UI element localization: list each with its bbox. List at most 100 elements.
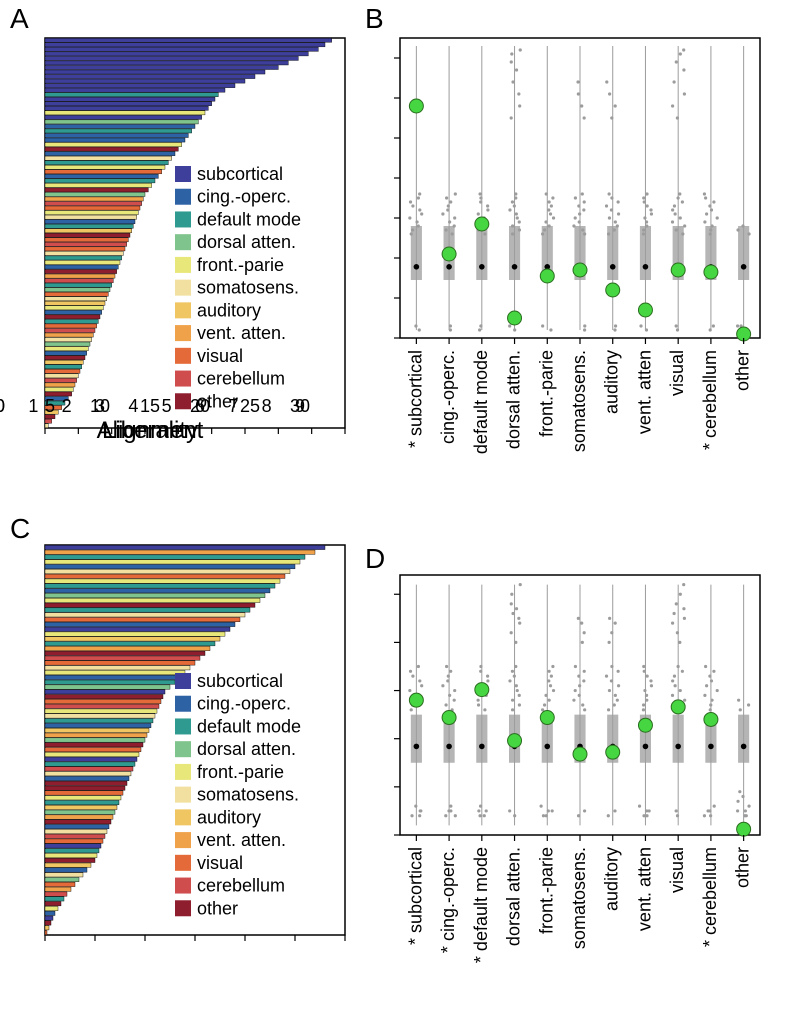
category-label: visual [667, 350, 687, 396]
scatter-dot [515, 607, 518, 610]
region-bar [45, 88, 225, 92]
xtick-label: 30 [290, 396, 310, 416]
region-bar [45, 747, 141, 751]
scatter-dot [547, 679, 550, 682]
scatter-dot [479, 670, 482, 673]
region-bar [45, 593, 265, 597]
region-bar [45, 43, 325, 47]
scatter-dot [608, 216, 611, 219]
region-bar [45, 93, 218, 97]
scatter-dot [446, 679, 449, 682]
region-bar [45, 699, 161, 703]
scatter-dot [643, 670, 646, 673]
scatter-dot [610, 208, 613, 211]
scatter-dot [479, 805, 482, 808]
scatter-dot [447, 675, 450, 678]
scatter-dot [420, 684, 423, 687]
legend-swatch [175, 280, 191, 296]
scatter-dot [518, 228, 521, 231]
scatter-dot [417, 196, 420, 199]
highlight-dot [638, 303, 652, 317]
scatter-dot [605, 675, 608, 678]
scatter-dot [674, 684, 677, 687]
legend-swatch [175, 371, 191, 387]
region-bar [45, 97, 215, 101]
category-label: front.-parie [536, 847, 556, 934]
scatter-dot [673, 675, 676, 678]
scatter-dot [703, 220, 706, 223]
scatter-dot [645, 220, 648, 223]
region-bar [45, 383, 75, 387]
region-bar [45, 220, 135, 224]
scatter-dot [605, 80, 608, 83]
scatter-dot [410, 708, 413, 711]
legend-label: subcortical [197, 164, 283, 184]
region-bar [45, 560, 300, 564]
region-bar [45, 152, 175, 156]
scatter-dot [677, 665, 680, 668]
scatter-dot [608, 92, 611, 95]
region-bar [45, 800, 119, 804]
scatter-dot [514, 665, 517, 668]
legend-label: other [197, 898, 238, 918]
scatter-dot [518, 220, 521, 223]
scatter-dot [739, 708, 742, 711]
scatter-dot [574, 216, 577, 219]
median-dot [643, 744, 649, 750]
scatter-dot [510, 52, 513, 55]
region-bar [45, 65, 278, 69]
scatter-dot [643, 216, 646, 219]
region-bar [45, 374, 78, 378]
region-bar [45, 297, 107, 301]
scatter-dot [511, 224, 514, 227]
region-bar [45, 242, 127, 246]
xtick-label: 2 [62, 396, 72, 416]
scatter-dot [446, 208, 449, 211]
scatter-dot [519, 48, 522, 51]
scatter-dot [738, 790, 741, 793]
region-bar [45, 424, 48, 428]
region-bar [45, 728, 149, 732]
region-bar [45, 579, 280, 583]
scatter-dot [486, 675, 489, 678]
region-bar [45, 627, 230, 631]
legend-label: somatosens. [197, 278, 299, 298]
scatter-dot [454, 814, 457, 817]
legend-label: cerebellum [197, 369, 285, 389]
scatter-dot [582, 679, 585, 682]
scatter-dot [676, 631, 679, 634]
region-bar [45, 256, 122, 260]
category-label: dorsal atten. [504, 847, 524, 946]
scatter-dot [679, 216, 682, 219]
region-bar [45, 603, 255, 607]
scatter-dot [577, 204, 580, 207]
legend-label: visual [197, 853, 243, 873]
scatter-dot [643, 200, 646, 203]
region-bar [45, 685, 170, 689]
region-bar [45, 106, 208, 110]
median-dot [544, 744, 550, 750]
scatter-dot [479, 665, 482, 668]
region-bar [45, 161, 168, 165]
region-bar [45, 608, 250, 612]
median-dot [479, 264, 485, 270]
xtick-label: 0 [0, 396, 5, 416]
scatter-dot [483, 708, 486, 711]
median-dot [610, 264, 616, 270]
scatter-dot [513, 204, 516, 207]
region-bar [45, 183, 152, 187]
highlight-dot [540, 711, 554, 725]
region-bar [45, 170, 162, 174]
scatter-dot [607, 708, 610, 711]
region-bar [45, 646, 210, 650]
scatter-dot [445, 196, 448, 199]
region-bar [45, 260, 120, 264]
scatter-dot [683, 699, 686, 702]
region-bar [45, 752, 139, 756]
scatter-dot [703, 814, 706, 817]
scatter-dot [511, 80, 514, 83]
scatter-dot [709, 708, 712, 711]
scatter-dot [671, 622, 674, 625]
highlight-dot [573, 747, 587, 761]
scatter-dot [411, 228, 414, 231]
